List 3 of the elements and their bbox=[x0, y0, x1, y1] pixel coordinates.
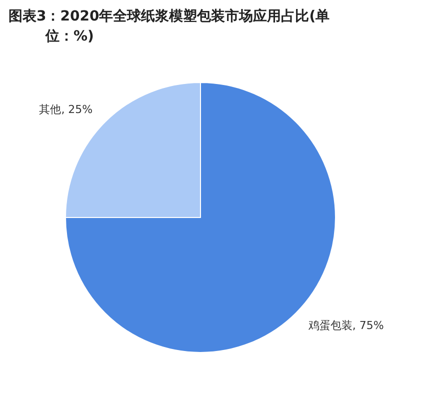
chart-title: 图表3：2020年全球纸浆模塑包装市场应用占比(单位：%) bbox=[8, 8, 330, 44]
slice-label: 其他, 25% bbox=[39, 103, 93, 116]
slice-label: 鸡蛋包装, 75% bbox=[307, 318, 384, 332]
